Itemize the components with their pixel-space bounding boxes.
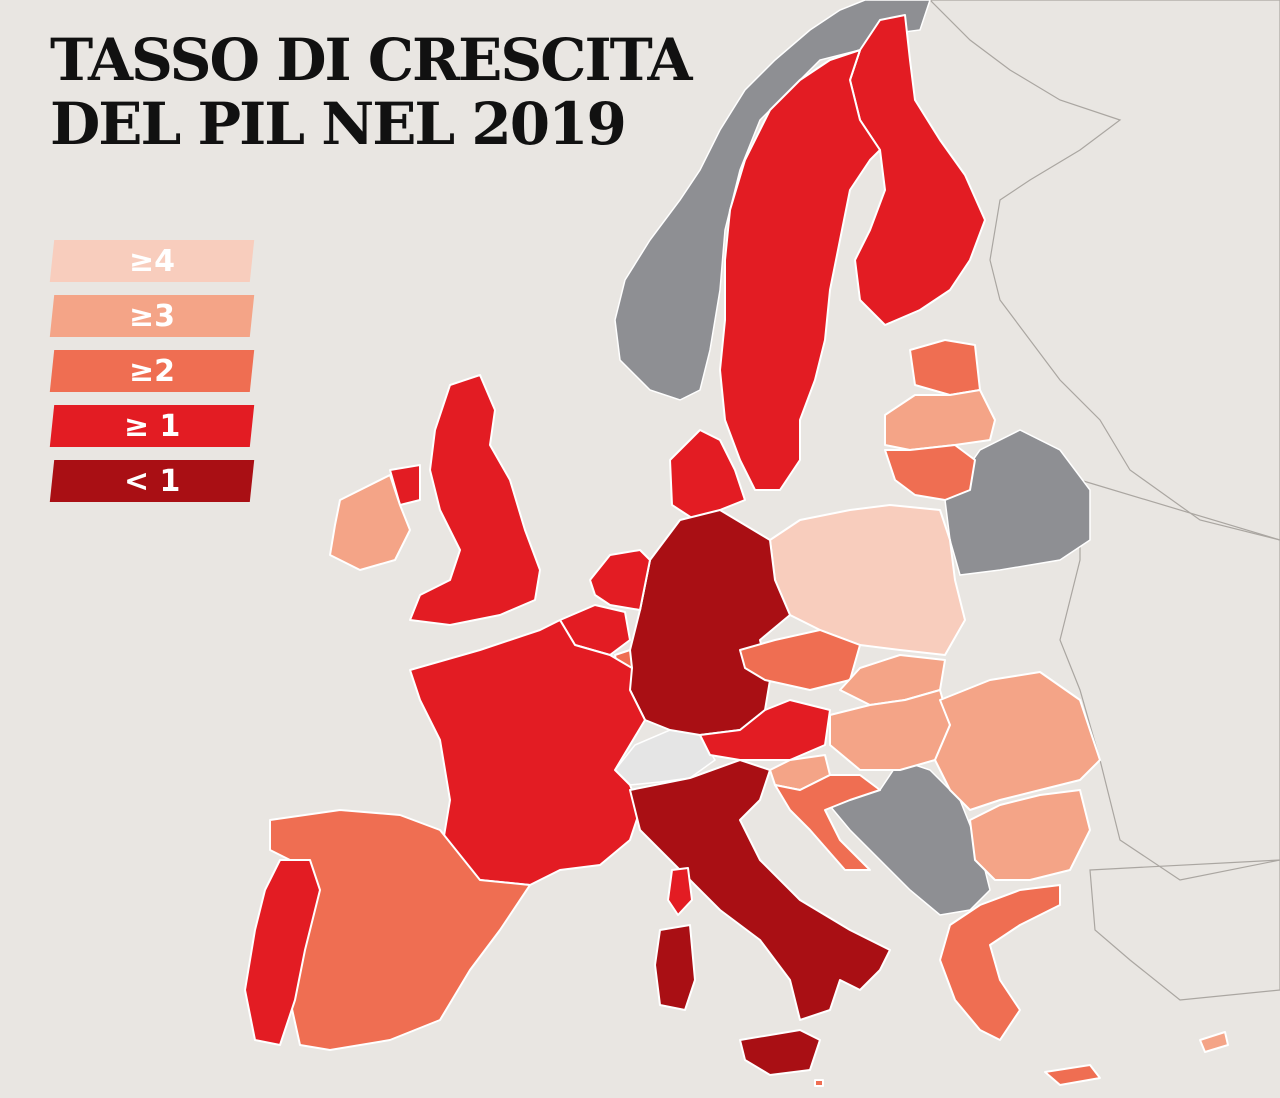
belarus-shape xyxy=(945,430,1090,575)
crete-shape xyxy=(1045,1065,1100,1085)
legend-label: ≥4 xyxy=(129,244,175,279)
finland-shape xyxy=(850,15,985,325)
romania-shape xyxy=(935,672,1100,810)
legend-item-ge1: ≥ 1 xyxy=(50,405,254,447)
lithuania-shape xyxy=(885,445,975,500)
legend-label: ≥ 1 xyxy=(124,409,180,444)
title-line-2: DEL PIL NEL 2019 xyxy=(50,92,691,156)
turkey-outline xyxy=(1090,860,1280,1000)
ukraine-outline xyxy=(1060,480,1280,880)
legend-label: ≥3 xyxy=(129,299,175,334)
legend-item-lt1: < 1 xyxy=(50,460,254,502)
corsica-shape xyxy=(668,868,692,915)
legend: ≥4 ≥3 ≥2 ≥ 1 < 1 xyxy=(52,240,252,515)
estonia-shape xyxy=(910,340,980,395)
sardinia-shape xyxy=(655,925,695,1010)
uk-shape xyxy=(410,375,540,625)
legend-label: < 1 xyxy=(124,464,180,499)
latvia-shape xyxy=(885,390,995,450)
legend-item-ge3: ≥3 xyxy=(50,295,254,337)
title-line-1: TASSO DI CRESCITA xyxy=(50,28,691,92)
germany-shape xyxy=(630,510,790,735)
sicily-shape xyxy=(740,1030,820,1075)
legend-item-ge2: ≥2 xyxy=(50,350,254,392)
malta-shape xyxy=(815,1080,823,1086)
netherlands-shape xyxy=(590,550,650,610)
hungary-shape xyxy=(830,690,950,770)
legend-label: ≥2 xyxy=(129,354,175,389)
legend-item-ge4: ≥4 xyxy=(50,240,254,282)
map-title: TASSO DI CRESCITA DEL PIL NEL 2019 xyxy=(50,28,691,156)
cyprus-shape xyxy=(1200,1032,1228,1052)
poland-shape xyxy=(770,505,965,655)
